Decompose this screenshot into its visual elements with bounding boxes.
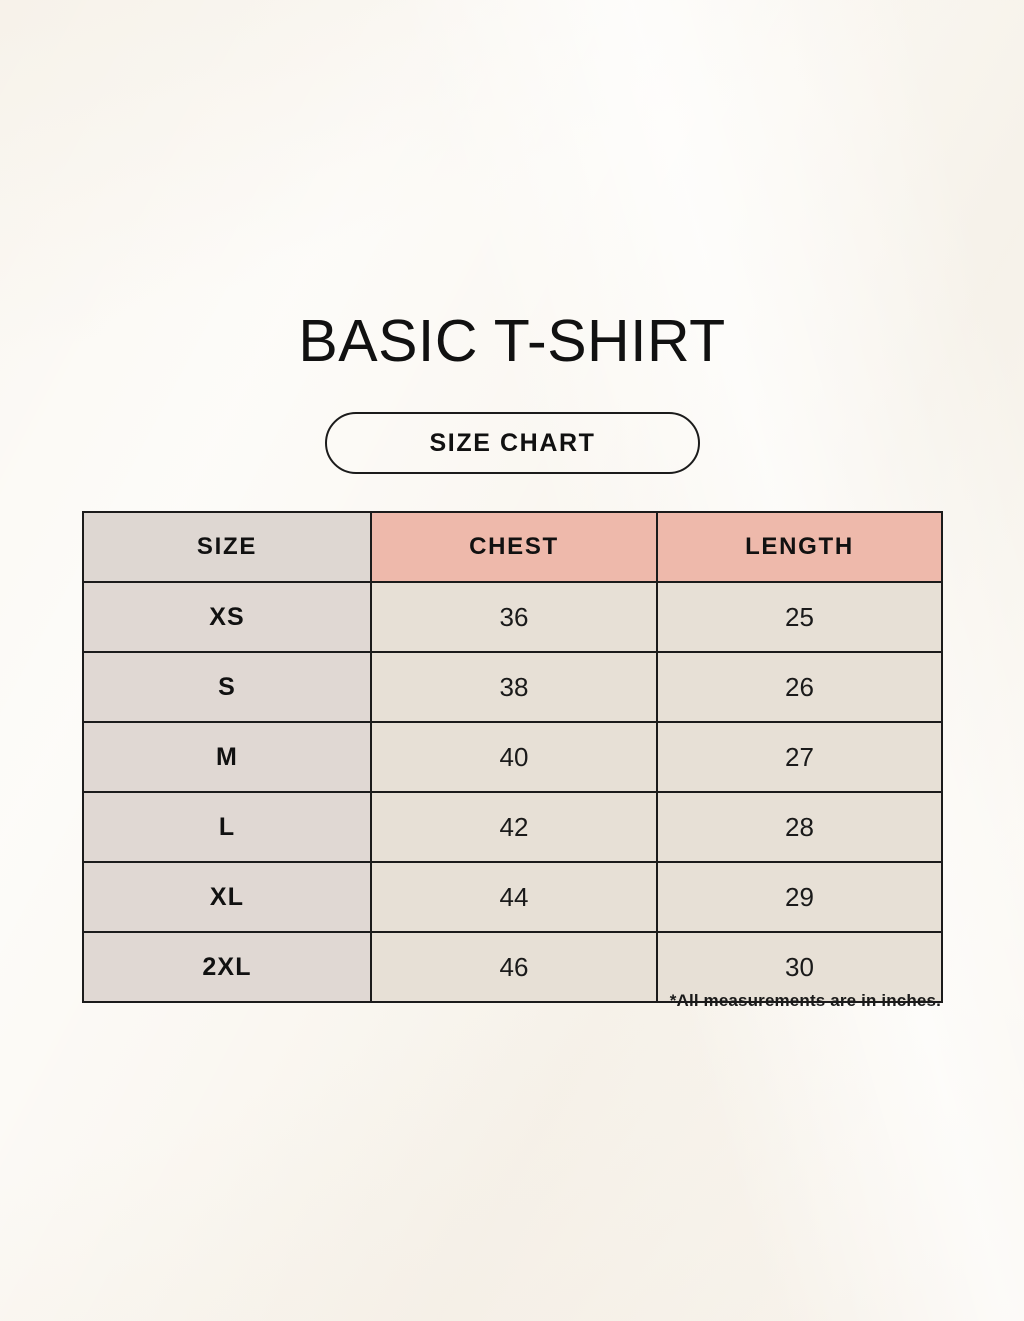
table-row: 2XL 46 30 [82,931,943,1003]
cell-chest: 36 [370,581,658,653]
size-chart-table: SIZE CHEST LENGTH XS 36 25 S 38 26 M 40 … [82,511,943,1003]
size-chart-badge: SIZE CHART [325,412,700,474]
page-title: BASIC T-SHIRT [298,308,726,374]
cell-length: 30 [656,931,943,1003]
column-header-length: LENGTH [656,511,943,583]
table-body: XS 36 25 S 38 26 M 40 27 L 42 28 XL 44 [82,581,943,1003]
cell-length: 26 [656,651,943,723]
cell-size: XL [82,861,372,933]
measurement-units-note: *All measurements are in inches. [669,991,941,1010]
cell-length: 29 [656,861,943,933]
cell-size: 2XL [82,931,372,1003]
cell-size: L [82,791,372,863]
table-row: S 38 26 [82,651,943,723]
column-header-chest: CHEST [370,511,658,583]
table-row: XL 44 29 [82,861,943,933]
cell-chest: 42 [370,791,658,863]
table-header: SIZE CHEST LENGTH [82,511,943,583]
cell-chest: 38 [370,651,658,723]
cell-chest: 44 [370,861,658,933]
cell-chest: 46 [370,931,658,1003]
cell-size: XS [82,581,372,653]
cell-length: 25 [656,581,943,653]
column-header-size: SIZE [82,511,372,583]
size-chart-badge-label: SIZE CHART [429,428,596,457]
cell-size: S [82,651,372,723]
cell-size: M [82,721,372,793]
table-row: M 40 27 [82,721,943,793]
cell-chest: 40 [370,721,658,793]
table-row: L 42 28 [82,791,943,863]
cell-length: 28 [656,791,943,863]
table-row: XS 36 25 [82,581,943,653]
table-header-row: SIZE CHEST LENGTH [82,511,943,583]
cell-length: 27 [656,721,943,793]
